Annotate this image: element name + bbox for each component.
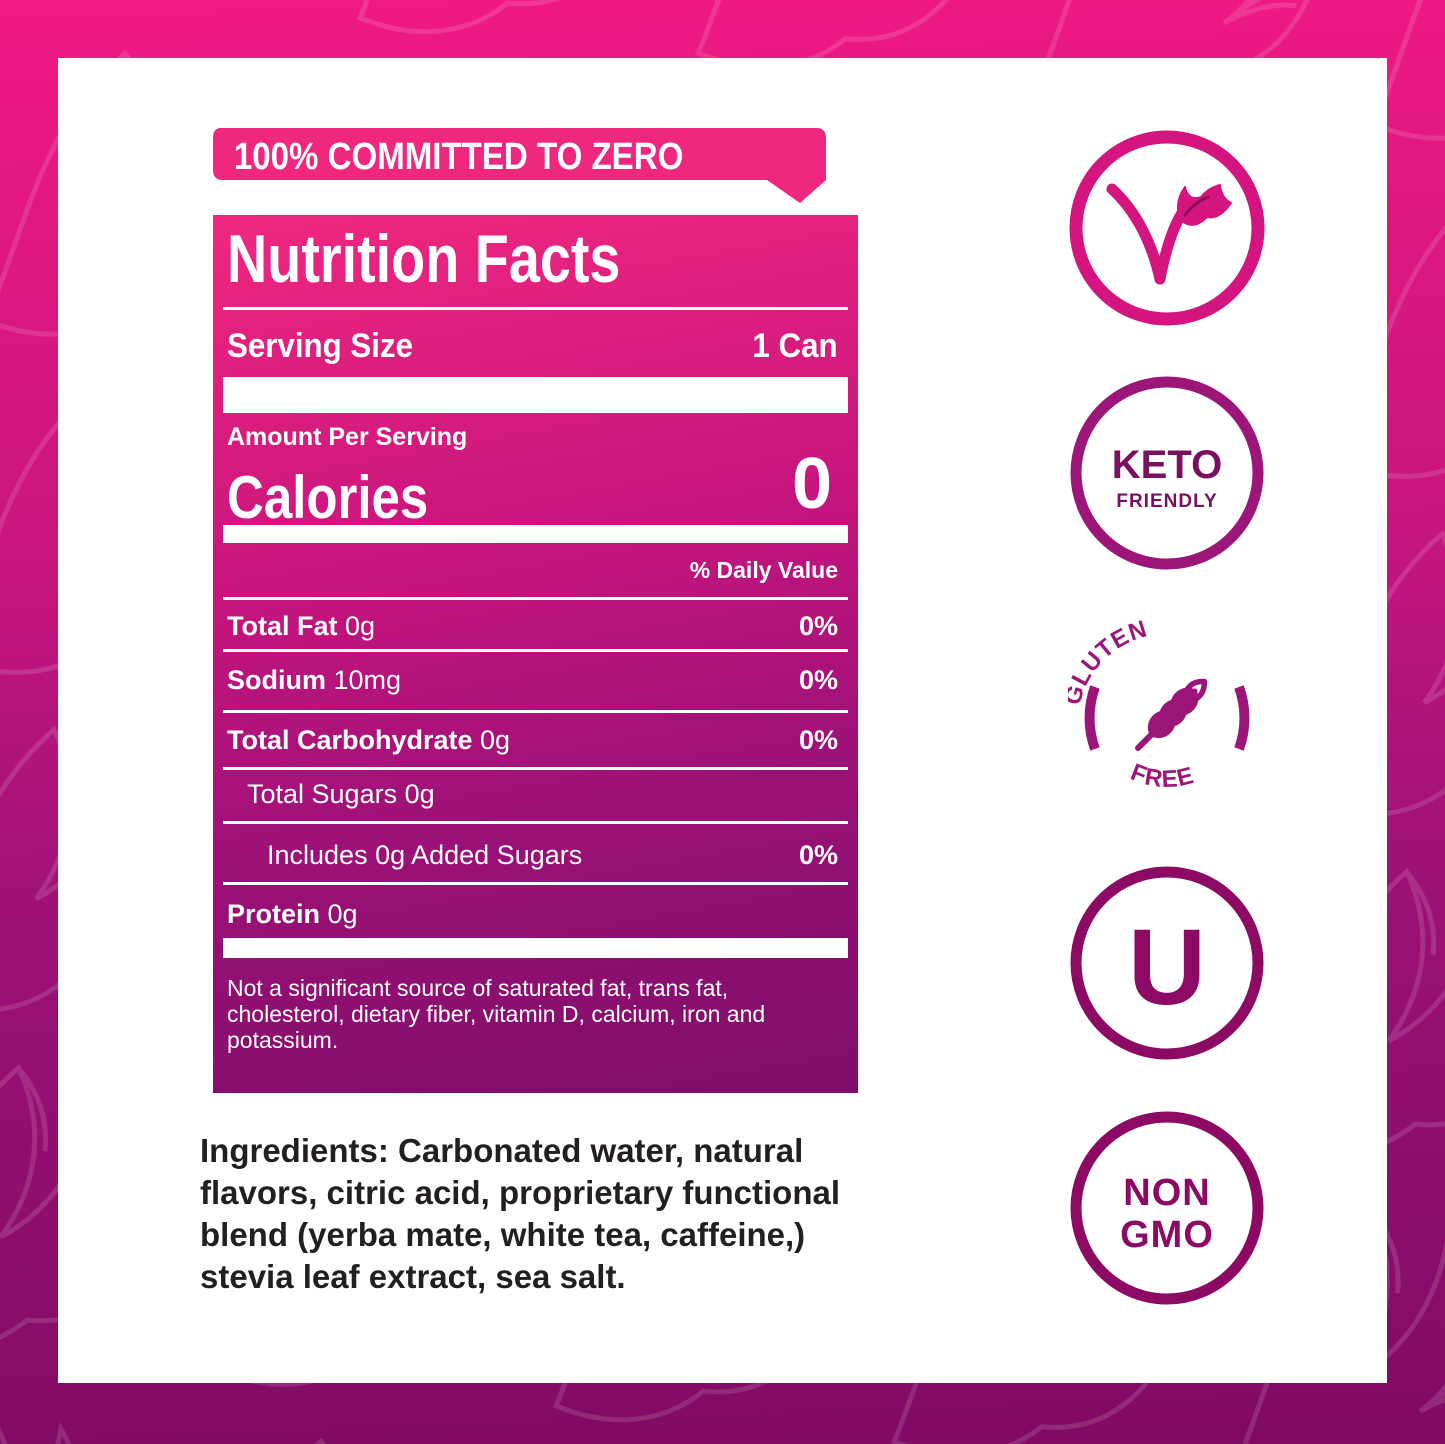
svg-text:FRIENDLY: FRIENDLY bbox=[1116, 491, 1217, 512]
svg-text:FREE: FREE bbox=[1127, 759, 1197, 793]
svg-text:KETO: KETO bbox=[1112, 443, 1222, 487]
svg-text:NON: NON bbox=[1123, 1172, 1210, 1214]
svg-text:U: U bbox=[1128, 906, 1206, 1027]
svg-text:GLUTEN: GLUTEN bbox=[1068, 619, 1151, 708]
svg-text:GMO: GMO bbox=[1120, 1214, 1214, 1256]
